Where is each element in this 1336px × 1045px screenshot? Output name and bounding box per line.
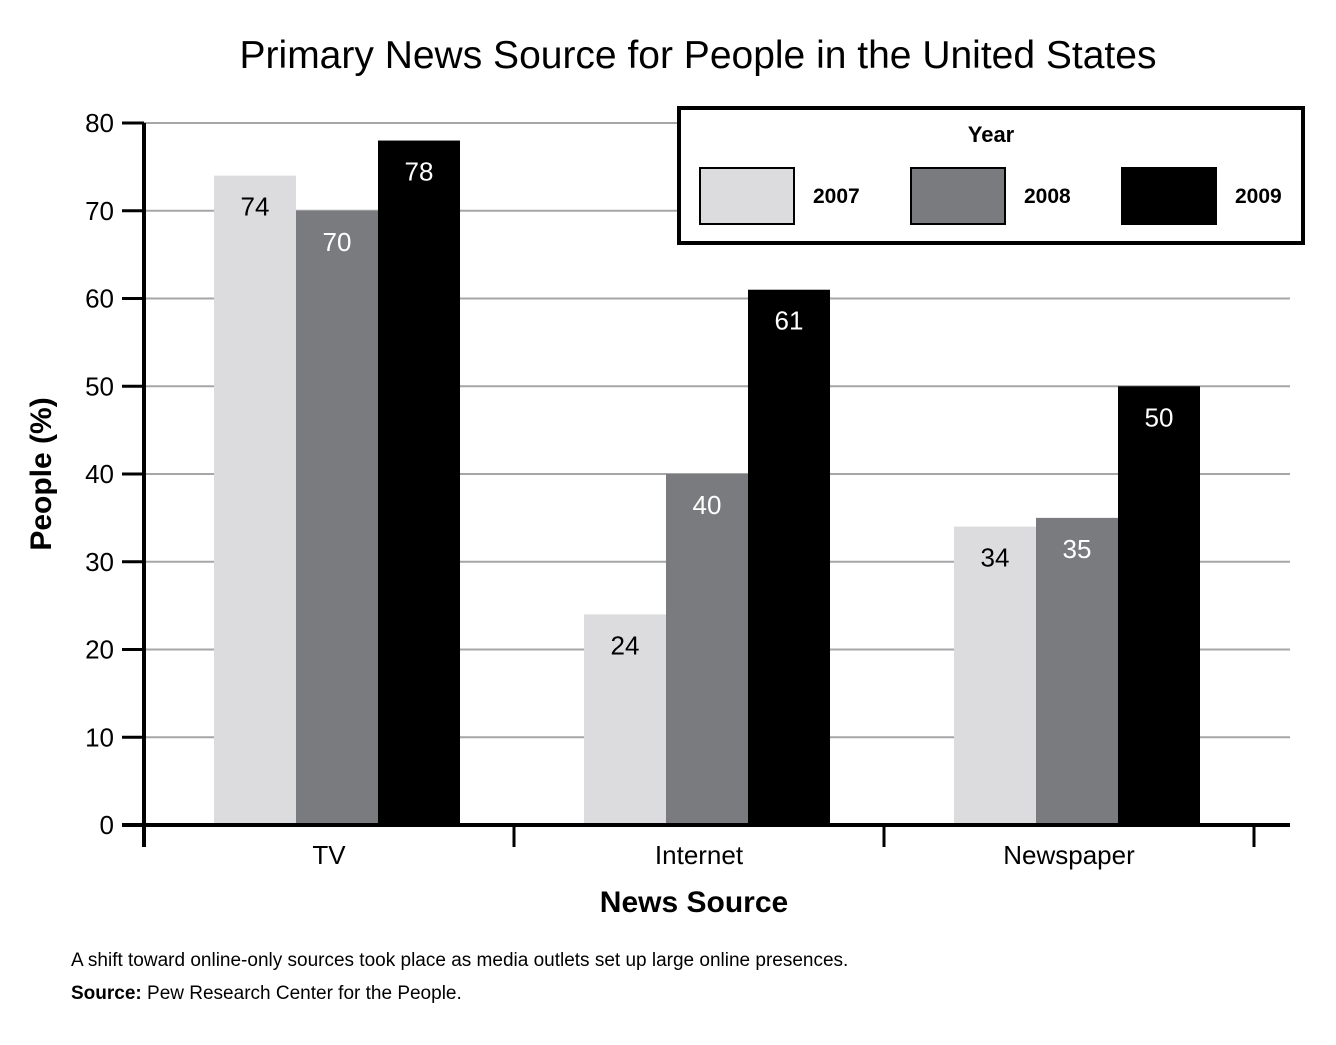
y-axis-label: People (%) xyxy=(25,397,58,550)
legend-title: Year xyxy=(968,122,1015,147)
bar xyxy=(666,474,748,825)
data-label: 34 xyxy=(981,543,1010,573)
data-labels: 74 70 78 24 40 61 34 35 50 xyxy=(241,157,1174,661)
y-tick-label: 70 xyxy=(85,196,114,226)
bar xyxy=(296,210,378,825)
y-tick-label: 0 xyxy=(100,810,114,840)
x-tick-label: TV xyxy=(312,840,346,870)
y-tick-label: 60 xyxy=(85,284,114,314)
legend-swatch xyxy=(1121,167,1217,225)
y-tick-label: 40 xyxy=(85,459,114,489)
y-tick-label: 80 xyxy=(85,108,114,138)
x-tick-label: Internet xyxy=(655,840,744,870)
data-label: 74 xyxy=(241,192,270,222)
axes: 0 10 20 30 40 50 60 70 80 TV Internet Newspaper xyxy=(85,108,1290,870)
data-label: 35 xyxy=(1063,534,1092,564)
x-axis-label: News Source xyxy=(600,886,788,919)
bar xyxy=(1118,386,1200,825)
y-tick-label: 50 xyxy=(85,371,114,401)
legend-swatch xyxy=(910,167,1006,225)
source-text: Pew Research Center for the People. xyxy=(147,983,462,1004)
y-tick-label: 20 xyxy=(85,635,114,665)
x-tick-label: Newspaper xyxy=(1003,840,1135,870)
bar xyxy=(584,614,666,825)
legend-label: 2008 xyxy=(1024,185,1071,208)
data-label: 78 xyxy=(405,157,434,187)
chart-title: Primary News Source for People in the Un… xyxy=(240,34,1157,77)
data-label: 24 xyxy=(611,630,640,660)
bar xyxy=(214,175,296,825)
caption-note: A shift toward online-only sources took … xyxy=(71,950,849,971)
data-label: 50 xyxy=(1145,402,1174,432)
bar xyxy=(954,526,1036,825)
bar xyxy=(1036,517,1118,825)
y-tick-label: 10 xyxy=(85,722,114,752)
caption-source: Source: Pew Research Center for the Peop… xyxy=(71,983,462,1005)
legend-label: 2007 xyxy=(813,185,860,208)
bar xyxy=(748,289,830,826)
legend-swatch xyxy=(699,167,795,225)
bar xyxy=(378,140,460,826)
legend-label: 2009 xyxy=(1235,185,1282,208)
source-label: Source: xyxy=(71,983,142,1004)
bars xyxy=(214,140,1200,826)
data-label: 61 xyxy=(775,306,804,336)
y-tick-label: 30 xyxy=(85,547,114,577)
data-label: 70 xyxy=(323,227,352,257)
data-label: 40 xyxy=(693,490,722,520)
legend: Year 2007 2008 2009 xyxy=(677,106,1305,245)
